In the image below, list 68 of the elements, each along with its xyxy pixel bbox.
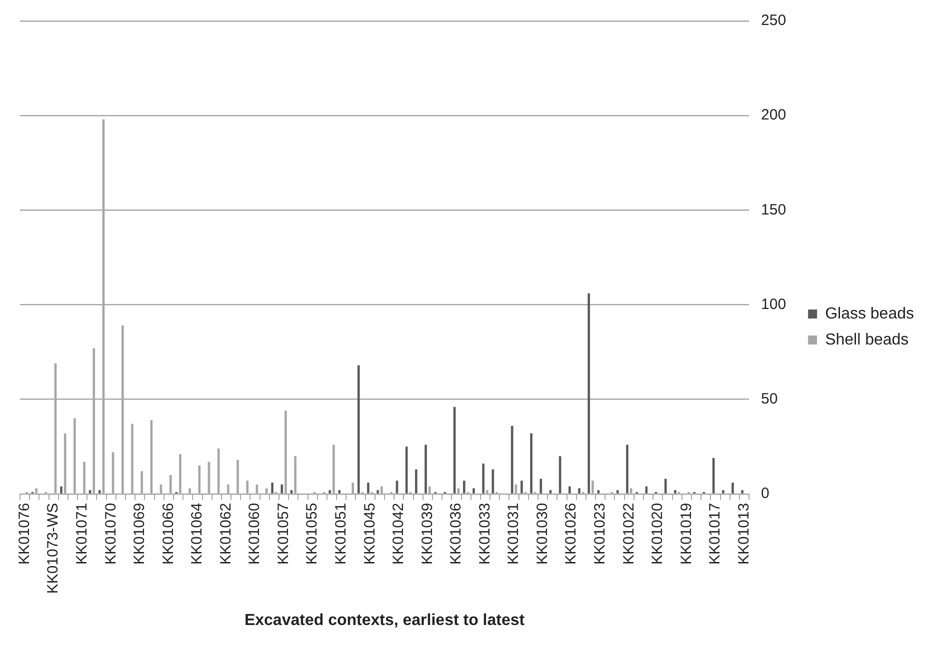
bar bbox=[741, 490, 744, 494]
x-tick-label: KK01055 bbox=[304, 502, 321, 565]
bar bbox=[376, 490, 379, 494]
bar bbox=[549, 490, 552, 494]
x-tick-label: KK01060 bbox=[246, 502, 264, 565]
legend-label: Shell beads bbox=[825, 331, 909, 348]
bar bbox=[462, 480, 466, 494]
x-tick-label: KK01033 bbox=[476, 502, 494, 565]
x-tick-label: KK01064 bbox=[188, 502, 206, 565]
bar bbox=[510, 426, 514, 494]
x-tick-label: KK01066 bbox=[160, 502, 177, 565]
y-tick-label: 100 bbox=[761, 296, 786, 313]
bar bbox=[568, 486, 571, 494]
x-tick-label: KK01013 bbox=[735, 502, 752, 565]
x-tick-label: KK01036 bbox=[448, 502, 465, 565]
x-tick-label: KK01062 bbox=[217, 502, 234, 565]
bar bbox=[732, 482, 734, 494]
x-tick-label: KK01017 bbox=[706, 502, 724, 565]
y-tick-label: 50 bbox=[761, 390, 778, 408]
bar bbox=[88, 490, 92, 494]
x-tick-label: KK01022 bbox=[620, 502, 638, 565]
bar bbox=[472, 488, 475, 494]
legend-label: Glass beads bbox=[825, 305, 914, 322]
bar bbox=[98, 490, 101, 494]
bar bbox=[338, 490, 341, 494]
y-tick-label: 150 bbox=[761, 201, 786, 218]
bar bbox=[271, 482, 274, 494]
bar bbox=[530, 433, 532, 494]
bar bbox=[357, 365, 360, 494]
bar bbox=[290, 490, 293, 494]
bar bbox=[597, 490, 600, 494]
x-tick-label: KK01030 bbox=[534, 502, 551, 565]
x-tick-label: KK01026 bbox=[562, 502, 580, 565]
x-tick-label: KK01023 bbox=[591, 502, 608, 565]
bar bbox=[60, 486, 62, 494]
y-tick-label: 250 bbox=[761, 12, 786, 30]
bar bbox=[396, 480, 398, 494]
bar bbox=[482, 464, 484, 494]
x-tick-label: KK01031 bbox=[505, 502, 522, 565]
x-tick-label: KK01069 bbox=[131, 502, 148, 565]
x-tick-label: KK01073-WS bbox=[44, 502, 62, 594]
bar bbox=[328, 490, 331, 494]
x-tick-label: KK01020 bbox=[649, 502, 666, 565]
bar bbox=[626, 444, 628, 494]
bar bbox=[588, 293, 590, 494]
bar bbox=[540, 478, 542, 494]
bar bbox=[674, 490, 676, 494]
bar bbox=[280, 484, 284, 494]
y-tick-label: 0 bbox=[761, 485, 770, 502]
bar bbox=[578, 488, 580, 494]
x-tick-label: KK01045 bbox=[361, 502, 378, 565]
x-axis-title: Excavated contexts, earliest to latest bbox=[244, 612, 526, 629]
x-tick-label: KK01071 bbox=[73, 502, 90, 565]
bar bbox=[415, 469, 418, 494]
bar bbox=[722, 490, 724, 494]
bar bbox=[645, 486, 648, 494]
bar bbox=[616, 490, 619, 494]
x-tick-label: KK01051 bbox=[332, 502, 350, 565]
x-tick-label: KK01057 bbox=[274, 502, 292, 565]
x-tick-label: KK01042 bbox=[390, 502, 408, 565]
x-tick-label: KK01019 bbox=[678, 502, 695, 565]
bar bbox=[424, 444, 427, 494]
bar bbox=[520, 480, 523, 494]
x-tick-label: KK01070 bbox=[102, 502, 120, 565]
y-tick-label: 200 bbox=[761, 106, 786, 124]
bar bbox=[367, 482, 370, 494]
x-tick-label: KK01076 bbox=[16, 502, 33, 565]
x-tick-label: KK01039 bbox=[418, 502, 436, 565]
